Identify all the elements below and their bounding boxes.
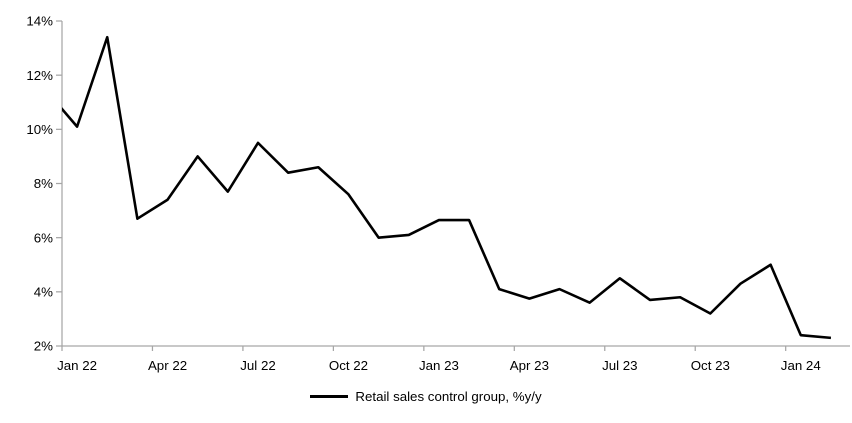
- legend-label: Retail sales control group, %y/y: [355, 389, 542, 404]
- y-axis-label: 14%: [26, 14, 53, 29]
- legend: Retail sales control group, %y/y: [0, 389, 852, 404]
- y-axis-label: 10%: [26, 122, 53, 137]
- y-axis-label: 2%: [34, 339, 53, 354]
- x-axis-label: Jan 22: [57, 358, 97, 373]
- x-axis-label: Jul 23: [602, 358, 637, 373]
- x-axis-label: Jan 23: [419, 358, 459, 373]
- x-axis-label: Oct 22: [329, 358, 368, 373]
- x-axis-label: Jan 24: [781, 358, 821, 373]
- y-axis-label: 6%: [34, 230, 53, 245]
- y-axis-label: 8%: [34, 176, 53, 191]
- legend-line-swatch: [310, 395, 349, 398]
- y-axis-label: 4%: [34, 284, 53, 299]
- x-axis-label: Jul 22: [240, 358, 275, 373]
- y-axis-label: 12%: [26, 68, 53, 83]
- x-axis-label: Oct 23: [691, 358, 730, 373]
- x-axis-label: Apr 23: [510, 358, 549, 373]
- x-axis-label: Apr 22: [148, 358, 187, 373]
- line-series: [62, 35, 832, 340]
